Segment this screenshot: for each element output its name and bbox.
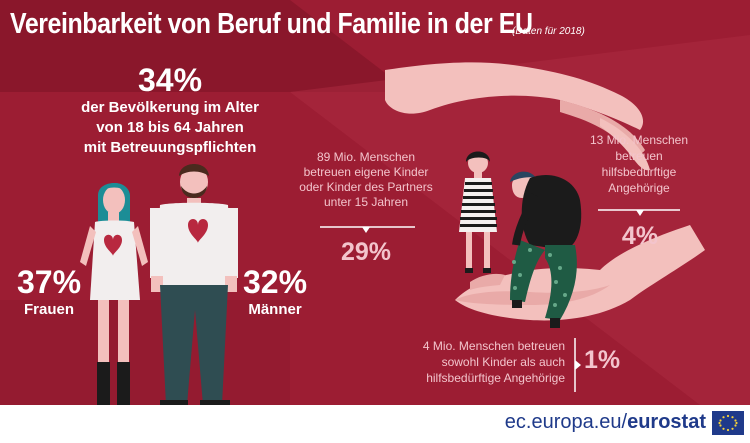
dependants-line-3: hilfsbedürftige [601, 165, 677, 179]
eu-flag-icon [712, 411, 744, 435]
sitting-man-figure [510, 171, 582, 328]
data-year-note: (Daten für 2018) [512, 26, 585, 37]
overall-line-2: von 18 bis 64 Jahren [96, 119, 244, 136]
dependants-line-4: Angehörige [608, 181, 670, 195]
dark-band-left [0, 0, 410, 92]
both-value: 1% [584, 346, 621, 374]
children-line-1: 89 Mio. Menschen [316, 150, 416, 164]
footer-bar [0, 405, 750, 443]
children-line-2: betreuen eigene Kinder [303, 165, 429, 179]
children-description: 89 Mio. Menschen betreuen eigene Kinder … [296, 150, 436, 210]
men-label: Männer [248, 301, 302, 318]
both-line-2: sowohl Kinder als auch [441, 355, 565, 369]
woman-figure [80, 182, 148, 407]
man-figure [150, 164, 238, 406]
dependants-description: 13 Mio. Menschen betreuen hilfsbedürftig… [584, 132, 694, 196]
children-value: 29% [340, 238, 392, 266]
footer-link[interactable]: ec.europa.eu/eurostat [505, 411, 706, 434]
footer-brand: eurostat [627, 411, 706, 433]
footer-site: ec.europa.eu/ [504, 411, 628, 433]
top-hand [385, 62, 650, 171]
women-label: Frauen [23, 301, 74, 318]
women-value: 37% [16, 264, 82, 300]
men-value: 32% [242, 264, 308, 300]
overall-value: 34% [137, 62, 203, 98]
children-line-3: oder Kinder des Partners [299, 180, 433, 194]
both-description: 4 Mio. Menschen betreuen sowohl Kinder a… [380, 338, 565, 386]
overall-line-1: der Bevölkerung im Alter [81, 99, 259, 116]
both-line-1: 4 Mio. Menschen betreuen [422, 339, 565, 353]
overall-description: der Bevölkerung im Alter von 18 bis 64 J… [40, 98, 300, 158]
overall-line-3: mit Betreuungspflichten [83, 139, 257, 156]
dependants-line-2: betreuen [615, 149, 663, 163]
both-line-3: hilfsbedürftige Angehörige [426, 371, 565, 385]
girl-figure [459, 151, 497, 273]
dependants-value: 4% [621, 222, 659, 250]
page-title: Vereinbarkeit von Beruf und Familie in d… [10, 8, 533, 40]
children-line-4: unter 15 Jahren [323, 195, 409, 209]
dependants-line-1: 13 Mio. Menschen [589, 133, 689, 147]
pointer-arrows [362, 210, 644, 370]
